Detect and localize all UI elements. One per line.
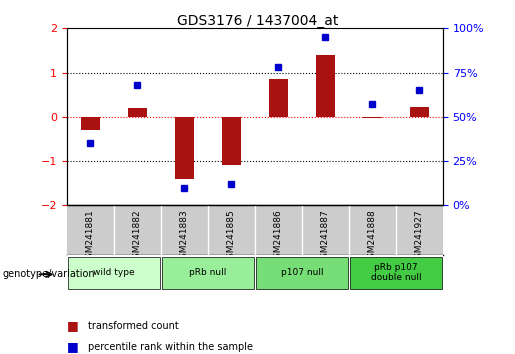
Bar (81, 117, 100, 130)
Bar (269, 79, 288, 117)
Text: GSM241887: GSM241887 (321, 209, 330, 264)
Text: pRb p107
double null: pRb p107 double null (371, 263, 421, 282)
FancyBboxPatch shape (68, 257, 160, 289)
Text: ■: ■ (67, 319, 79, 332)
Bar (175, 117, 194, 179)
Text: pRb null: pRb null (189, 268, 227, 277)
Bar (316, 55, 335, 117)
Bar (410, 107, 429, 117)
Bar (363, 117, 382, 118)
Text: GSM241886: GSM241886 (274, 209, 283, 264)
Text: percentile rank within the sample: percentile rank within the sample (88, 342, 252, 352)
Text: GSM241927: GSM241927 (415, 209, 424, 264)
Text: transformed count: transformed count (88, 321, 178, 331)
Text: GSM241881: GSM241881 (86, 209, 95, 264)
Text: GSM241882: GSM241882 (133, 209, 142, 264)
Text: wild type: wild type (93, 268, 135, 277)
Text: p107 null: p107 null (281, 268, 323, 277)
FancyBboxPatch shape (162, 257, 254, 289)
FancyBboxPatch shape (350, 257, 442, 289)
Text: genotype/variation: genotype/variation (3, 269, 95, 279)
Bar (222, 117, 241, 166)
Bar (128, 108, 147, 117)
Text: GSM241885: GSM241885 (227, 209, 236, 264)
Text: GDS3176 / 1437004_at: GDS3176 / 1437004_at (177, 14, 338, 28)
Text: ■: ■ (67, 341, 79, 353)
FancyBboxPatch shape (256, 257, 348, 289)
Text: GSM241883: GSM241883 (180, 209, 189, 264)
Text: GSM241888: GSM241888 (368, 209, 377, 264)
